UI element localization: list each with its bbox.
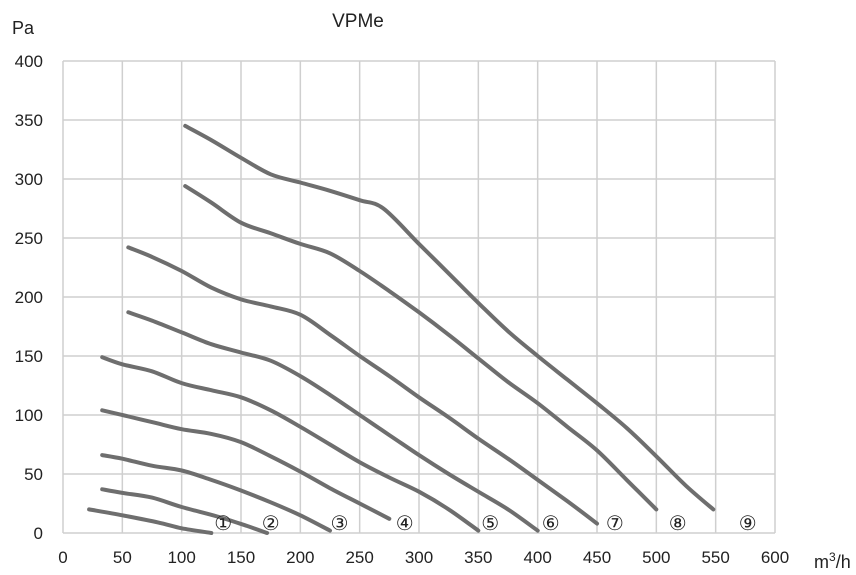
x-tick-label: 100 <box>167 548 195 567</box>
curve-8 <box>183 184 659 512</box>
y-axis-title: Pa <box>12 18 35 38</box>
curve-2 <box>100 487 270 535</box>
x-tick-label: 550 <box>701 548 729 567</box>
curve-label-6: ⑥ <box>542 511 560 535</box>
x-axis-title-sup: 3 <box>829 550 836 564</box>
x-tick-label: 0 <box>58 548 67 567</box>
grid <box>62 60 776 534</box>
curve-7 <box>126 245 599 526</box>
y-tick-label: 200 <box>15 288 43 307</box>
curve-9 <box>183 123 716 512</box>
y-tick-labels: 0 50 100 150 200 250 300 350 400 <box>15 52 43 543</box>
x-tick-label: 200 <box>286 548 314 567</box>
curve-labels: ① ② ③ ④ ⑤ ⑥ ⑦ ⑧ ⑨ <box>214 511 756 535</box>
x-tick-label: 50 <box>113 548 132 567</box>
curve-1 <box>87 507 214 535</box>
y-tick-label: 100 <box>15 406 43 425</box>
x-tick-label: 400 <box>523 548 551 567</box>
x-tick-label: 450 <box>583 548 611 567</box>
curve-3 <box>100 453 332 533</box>
x-tick-label: 600 <box>761 548 789 567</box>
curve-label-9: ⑨ <box>739 511 757 535</box>
curve-label-4: ④ <box>396 511 414 535</box>
x-tick-label: 350 <box>464 548 492 567</box>
x-tick-label: 300 <box>405 548 433 567</box>
chart-title: VPMe <box>332 11 384 32</box>
x-axis-title-tail: /h <box>836 552 851 572</box>
curve-label-5: ⑤ <box>481 511 499 535</box>
y-tick-label: 400 <box>15 52 43 71</box>
x-axis-title: m3/h <box>814 550 851 572</box>
curve-label-1: ① <box>214 511 232 535</box>
y-tick-label: 50 <box>24 465 43 484</box>
curve-label-8: ⑧ <box>669 511 687 535</box>
y-tick-label: 300 <box>15 170 43 189</box>
curve-label-2: ② <box>262 511 280 535</box>
curve-6 <box>126 310 540 533</box>
y-tick-label: 250 <box>15 229 43 248</box>
curve-label-3: ③ <box>331 511 349 535</box>
x-tick-label: 150 <box>227 548 255 567</box>
x-tick-label: 500 <box>642 548 670 567</box>
curves <box>87 123 716 535</box>
curve-label-7: ⑦ <box>606 511 624 535</box>
y-tick-label: 150 <box>15 347 43 366</box>
curve-4 <box>100 408 392 521</box>
x-tick-label: 250 <box>345 548 373 567</box>
y-tick-label: 350 <box>15 111 43 130</box>
x-axis-title-base: m <box>814 552 829 572</box>
curve-5 <box>100 355 481 533</box>
x-tick-labels: 0 50 100 150 200 250 300 350 400 450 500 550 600 <box>58 548 789 567</box>
y-tick-label: 0 <box>34 524 43 543</box>
